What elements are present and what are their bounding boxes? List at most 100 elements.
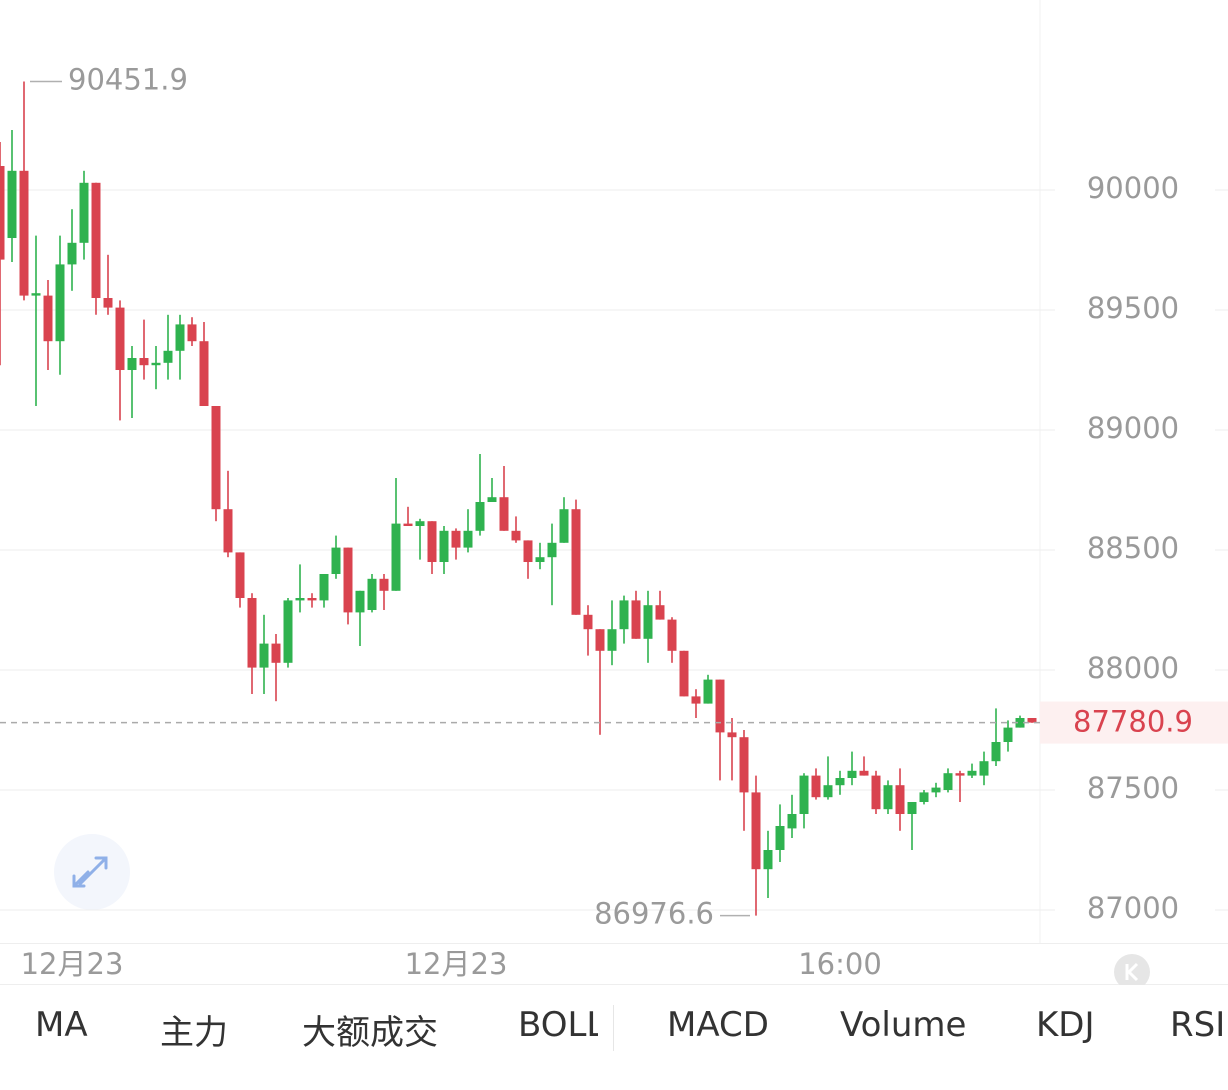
candle-body <box>331 547 341 575</box>
candle-body <box>55 264 65 342</box>
candle-body <box>811 775 821 798</box>
candle-body <box>391 523 401 591</box>
candle-body <box>739 737 749 793</box>
tab[interactable]: BOLL <box>518 1005 598 1045</box>
candle-body <box>931 787 941 793</box>
candle-body <box>91 182 101 299</box>
candle-body <box>163 350 173 363</box>
candle-body <box>151 362 161 366</box>
candle-body <box>883 785 893 810</box>
candle-body <box>199 341 209 407</box>
candle-body <box>823 785 833 798</box>
candle-body <box>379 578 389 591</box>
y-tick-label: 87500 <box>1087 771 1179 805</box>
candle-body <box>775 826 785 851</box>
y-tick-label: 87000 <box>1087 891 1179 925</box>
candle-body <box>835 778 845 786</box>
candle-body <box>451 530 461 548</box>
candle-body <box>499 497 509 531</box>
candle-body <box>295 598 305 601</box>
candle-body <box>319 574 329 601</box>
candle-body <box>799 775 809 815</box>
candle-body <box>235 552 245 599</box>
candle-body <box>907 802 917 815</box>
last-price-label: 87780.9 <box>1073 705 1193 739</box>
candle-body <box>7 170 17 239</box>
candle-body <box>283 600 293 663</box>
candle-body <box>547 542 557 558</box>
candle-body <box>487 497 497 503</box>
y-tick-label: 89000 <box>1087 411 1179 445</box>
candle-body <box>691 696 701 704</box>
candle-body <box>895 785 905 815</box>
candle-body <box>703 679 713 704</box>
candle-body <box>403 523 413 527</box>
candle-body <box>463 530 473 548</box>
candle-body <box>259 643 269 668</box>
y-tick-label: 88500 <box>1087 531 1179 565</box>
tab[interactable]: Volume <box>840 1005 967 1045</box>
candle-body <box>103 298 113 308</box>
tab[interactable]: 主力 <box>160 1013 228 1053</box>
candle-body <box>427 521 437 563</box>
candle-body <box>919 792 929 803</box>
candle-body <box>19 170 29 296</box>
y-tick-label: 90000 <box>1087 171 1179 205</box>
candle-body <box>643 605 653 639</box>
candle-body <box>943 773 953 791</box>
candle-body <box>79 182 89 243</box>
candle-body <box>439 530 449 563</box>
candle-body <box>559 509 569 543</box>
candle-body <box>415 521 425 527</box>
candle-body <box>991 742 1001 762</box>
candle-body <box>43 295 53 342</box>
y-tick-label: 89500 <box>1087 291 1179 325</box>
candle-body <box>955 773 965 776</box>
candle-body <box>655 605 665 620</box>
candle-body <box>355 590 365 613</box>
candle-body <box>523 540 533 563</box>
candle-body <box>211 406 221 510</box>
candle-body <box>595 629 605 651</box>
x-tick-label: 16:00 <box>798 947 882 981</box>
candle-body <box>847 770 857 779</box>
candle-body <box>475 502 485 531</box>
y-tick-label: 88000 <box>1087 651 1179 685</box>
max-label: 90451.9 <box>68 63 188 97</box>
tab-separator <box>613 1005 614 1051</box>
candle-body <box>1015 718 1025 728</box>
candle-body <box>271 643 281 663</box>
tab[interactable]: MA <box>35 1005 88 1045</box>
candle-body <box>667 619 677 651</box>
candle-body <box>787 814 797 829</box>
chart: 87000 87500 88000 88500 89000 89500 90000 12月23… <box>0 0 1228 985</box>
candle-body <box>535 557 545 563</box>
candle-body <box>0 166 5 260</box>
candle-body <box>1027 718 1037 723</box>
candle-body <box>307 598 317 601</box>
candle-body <box>631 600 641 639</box>
candle-body <box>727 732 737 738</box>
candle-body <box>127 358 137 371</box>
candle-body <box>763 850 773 870</box>
candle-body <box>115 307 125 371</box>
indicator-tabs: MA 主力 大额成交 BOLL MACD Volume KDJ RSI <box>0 985 1228 1090</box>
k-icon <box>1125 962 1139 982</box>
expand-icon <box>72 856 108 888</box>
last-price-box <box>1040 701 1228 744</box>
candle-body <box>871 775 881 810</box>
candle-body <box>67 242 77 265</box>
tab[interactable]: MACD <box>667 1005 769 1045</box>
tab[interactable]: RSI <box>1170 1005 1226 1045</box>
candle-body <box>607 629 617 651</box>
candle-body <box>967 770 977 776</box>
candle-body <box>367 578 377 611</box>
candle-body <box>343 547 353 613</box>
candle-body <box>511 530 521 541</box>
candle-body <box>679 650 689 697</box>
tab[interactable]: KDJ <box>1036 1005 1095 1045</box>
candle-body <box>583 614 593 630</box>
tab[interactable]: 大额成交 <box>302 1013 438 1053</box>
x-tick-label: 12月23 <box>405 947 508 981</box>
